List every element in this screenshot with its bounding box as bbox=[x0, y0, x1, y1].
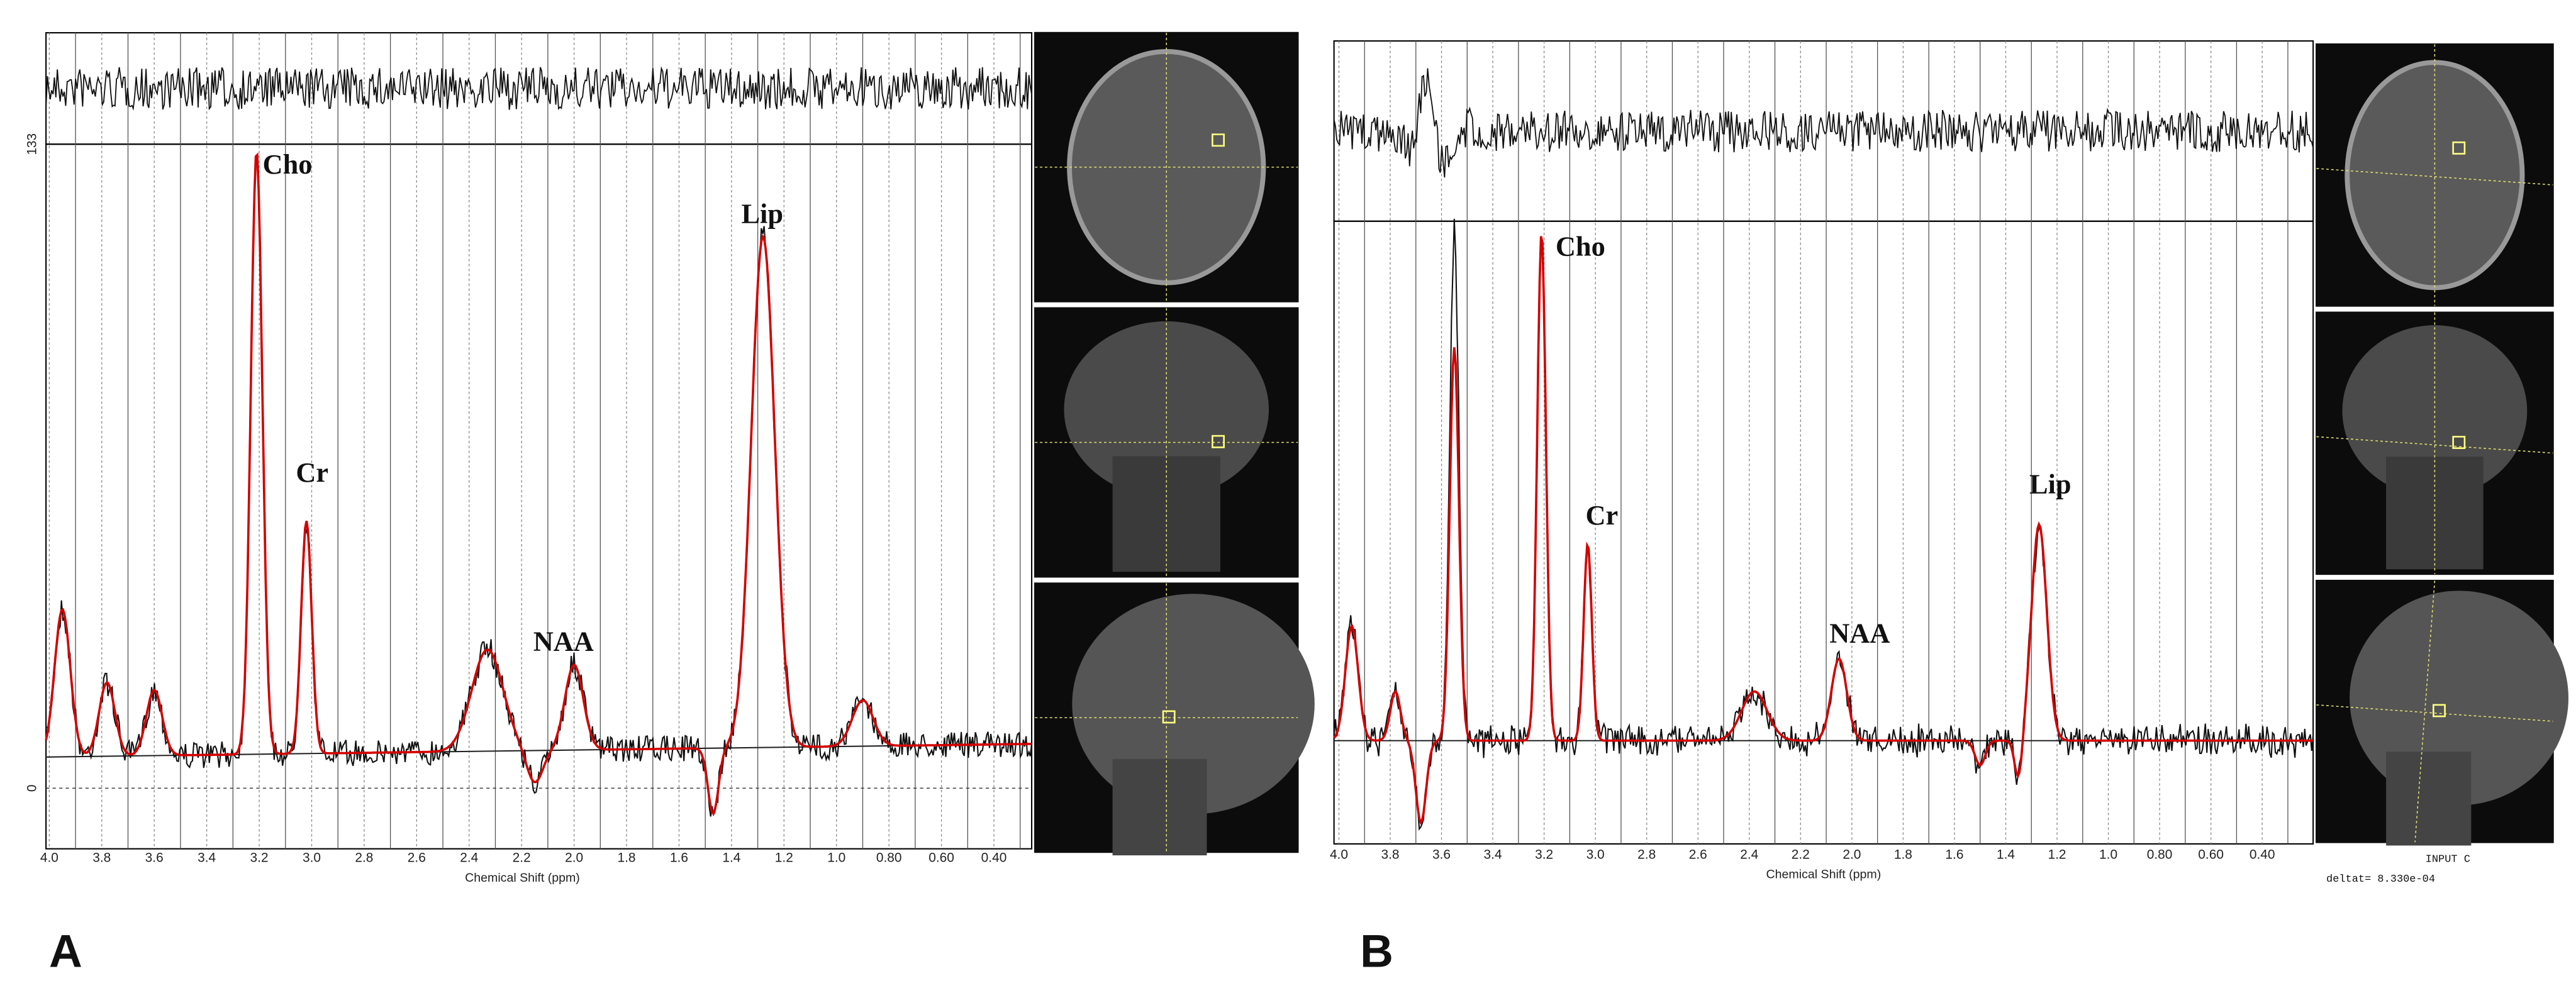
voxel bbox=[1212, 133, 1225, 147]
neck bbox=[1112, 758, 1207, 856]
x-tick-label: 2.0 bbox=[1843, 847, 1861, 862]
x-tick-label: 3.4 bbox=[198, 851, 216, 865]
voxel bbox=[2452, 141, 2466, 155]
x-tick-label: 2.4 bbox=[1740, 847, 1758, 862]
x-tick-label: 1.4 bbox=[1997, 847, 2015, 862]
peak-label: Lip bbox=[741, 197, 783, 229]
voxel bbox=[2452, 436, 2466, 449]
panel-label: A bbox=[49, 926, 82, 977]
x-tick-label: 2.2 bbox=[513, 851, 531, 865]
x-tick-label: 0.40 bbox=[981, 851, 1007, 865]
x-tick-label: 2.4 bbox=[460, 851, 478, 865]
x-tick-label: 2.2 bbox=[1792, 847, 1810, 862]
x-tick-label: 1.0 bbox=[2099, 847, 2117, 862]
x-tick-label: 3.0 bbox=[303, 851, 321, 865]
x-tick-label: 1.6 bbox=[670, 851, 688, 865]
x-tick-label: 1.8 bbox=[618, 851, 636, 865]
peak-label: Cho bbox=[263, 148, 313, 180]
x-tick-label: 2.6 bbox=[408, 851, 426, 865]
x-tick-label: 3.2 bbox=[250, 851, 269, 865]
peak-label: Cr bbox=[1585, 499, 1618, 531]
x-tick-label: 3.8 bbox=[1381, 847, 1399, 862]
peak-label: Cho bbox=[1556, 231, 1605, 262]
x-tick-label: 3.0 bbox=[1586, 847, 1605, 862]
peak-label: Cr bbox=[296, 457, 328, 488]
spectrum bbox=[45, 163, 1033, 817]
voxel bbox=[1212, 435, 1225, 448]
footer-text: INPUT C bbox=[2426, 854, 2470, 866]
x-tick-label: 1.6 bbox=[1945, 847, 1963, 862]
crosshair bbox=[2316, 168, 2553, 186]
x-tick-label: 2.8 bbox=[1637, 847, 1656, 862]
crosshair bbox=[2316, 436, 2553, 454]
x-tick-label: 4.0 bbox=[1330, 847, 1348, 862]
voxel bbox=[1162, 710, 1176, 724]
neck bbox=[2386, 752, 2472, 846]
spectrum-frame bbox=[1333, 220, 2314, 845]
x-tick-label: 1.0 bbox=[827, 851, 845, 865]
x-tick-label: 3.6 bbox=[145, 851, 164, 865]
x-tick-label: 0.60 bbox=[2198, 847, 2224, 862]
crosshair bbox=[2414, 580, 2436, 843]
x-axis-title: Chemical Shift (ppm) bbox=[1766, 868, 1882, 882]
crosshair bbox=[2316, 704, 2553, 722]
neck bbox=[2386, 457, 2484, 570]
x-tick-label: 0.40 bbox=[2250, 847, 2275, 862]
x-tick-label: 0.60 bbox=[928, 851, 954, 865]
x-tick-label: 3.8 bbox=[92, 851, 111, 865]
x-tick-label: 2.6 bbox=[1689, 847, 1707, 862]
x-tick-label: 1.4 bbox=[722, 851, 740, 865]
y-axis-label: 0 bbox=[25, 785, 39, 792]
x-tick-label: 0.80 bbox=[2147, 847, 2173, 862]
spectrum-frame bbox=[45, 143, 1033, 850]
footer-text: deltat= 8.330e-04 bbox=[2326, 874, 2435, 885]
x-tick-label: 3.2 bbox=[1535, 847, 1553, 862]
fit bbox=[1333, 236, 2314, 825]
peak-label: Lip bbox=[2029, 468, 2071, 499]
fit bbox=[45, 152, 1032, 816]
x-tick-label: 3.6 bbox=[1432, 847, 1451, 862]
peak-label: NAA bbox=[1829, 617, 1890, 648]
peak-label: NAA bbox=[533, 625, 594, 657]
brain bbox=[2345, 60, 2525, 291]
panel-label: B bbox=[1360, 926, 1393, 977]
voxel bbox=[2433, 704, 2446, 718]
x-tick-label: 4.0 bbox=[40, 851, 59, 865]
x-tick-label: 2.8 bbox=[355, 851, 373, 865]
spectrum bbox=[1333, 218, 2314, 831]
x-tick-label: 3.4 bbox=[1484, 847, 1502, 862]
x-tick-label: 0.80 bbox=[876, 851, 902, 865]
y-axis-label: 133 bbox=[25, 133, 39, 155]
x-tick-label: 1.2 bbox=[775, 851, 793, 865]
head bbox=[1064, 321, 1269, 498]
residual bbox=[45, 66, 1032, 111]
x-tick-label: 1.2 bbox=[2048, 847, 2066, 862]
x-tick-label: 2.0 bbox=[565, 851, 583, 865]
x-tick-label: 1.8 bbox=[1894, 847, 1912, 862]
residual bbox=[1333, 68, 2314, 178]
x-axis-title: Chemical Shift (ppm) bbox=[465, 871, 580, 885]
